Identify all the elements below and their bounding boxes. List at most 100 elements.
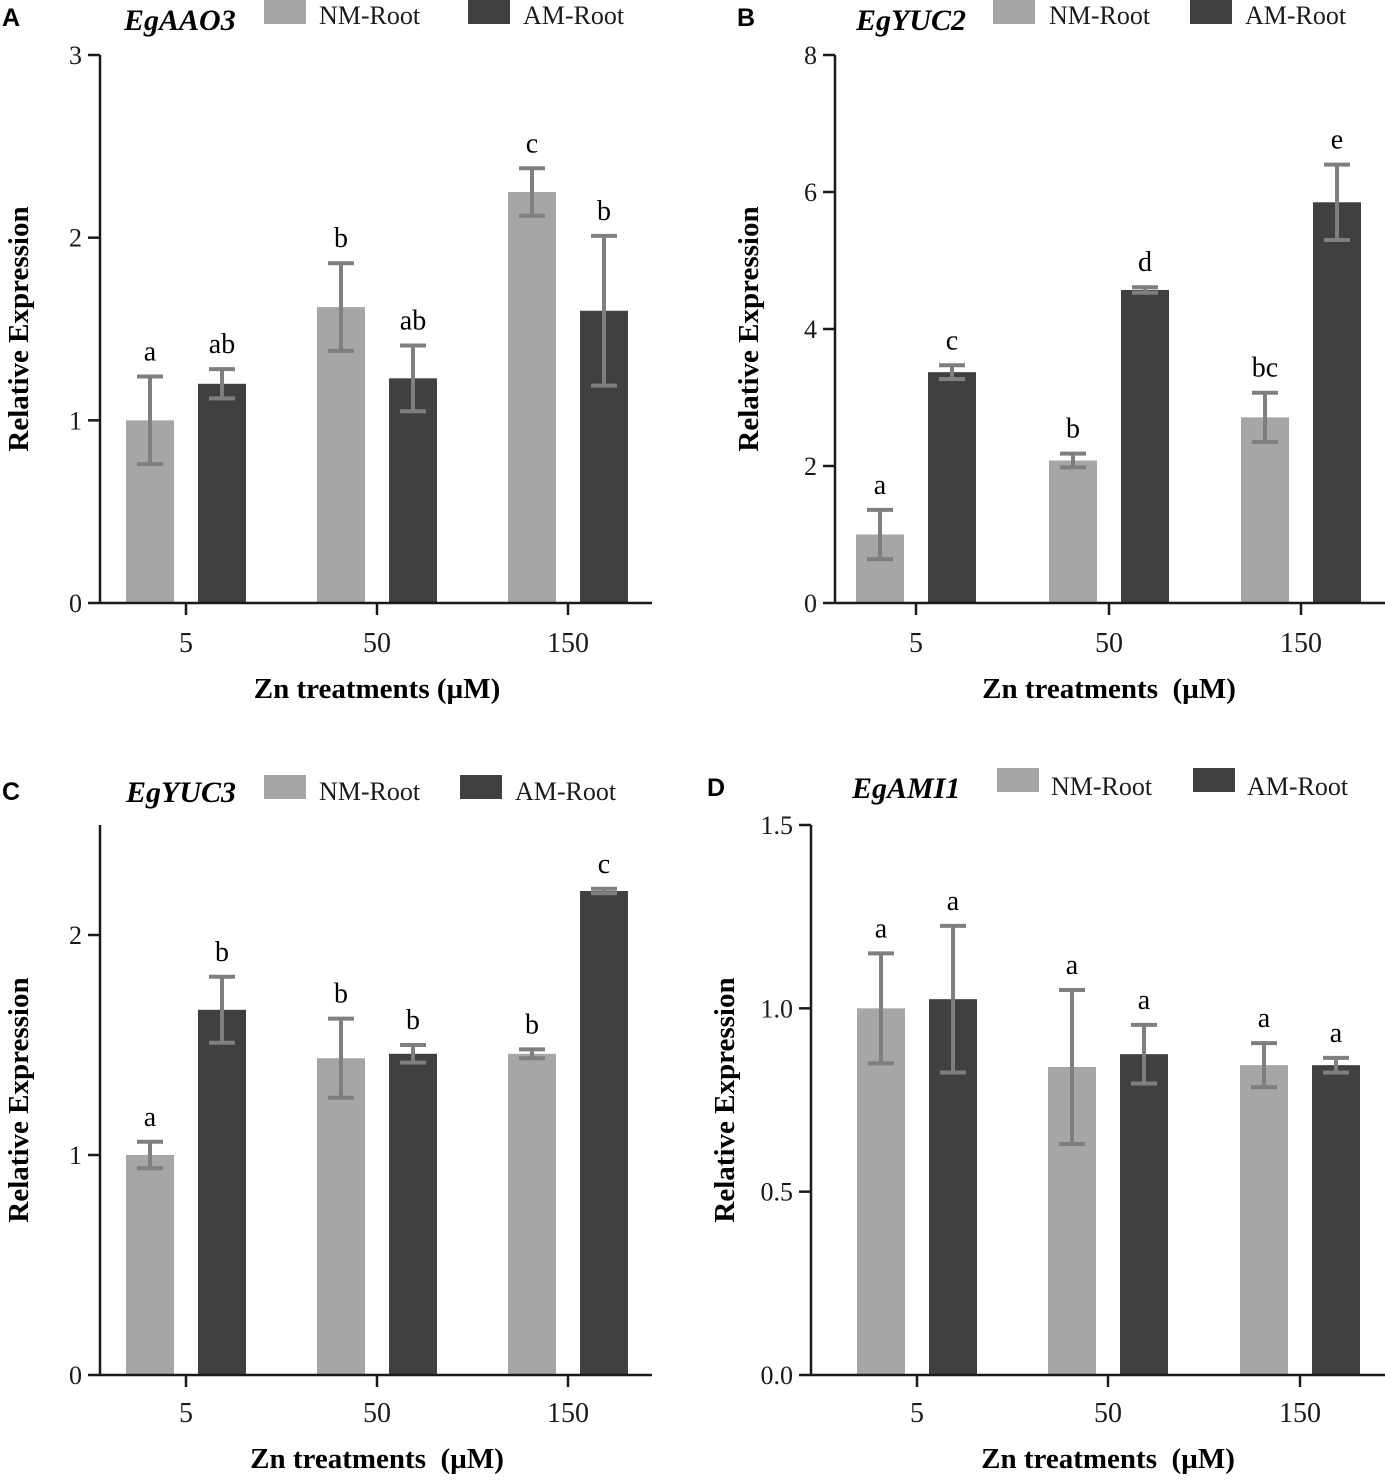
legend-swatch-am [468, 0, 510, 24]
chart-panel-c: C EgYUC3 NM-Root AM-Root a b b b b c 0 1 2 5 50 150 Rela… [2, 775, 652, 1475]
gene-title: EgAAO3 [123, 4, 236, 37]
bar-am-5 [198, 383, 246, 603]
significance-letter: b [334, 979, 348, 1010]
significance-letter: a [1258, 1003, 1271, 1034]
y-tick-label: 1 [69, 1141, 82, 1170]
bar-am-150 [580, 891, 628, 1375]
y-tick-label: 1.0 [761, 994, 794, 1023]
x-tick-label: 5 [909, 628, 923, 659]
panel-letter: B [737, 4, 755, 32]
x-axis-title: Zn treatments (µM) [982, 673, 1236, 705]
significance-letter: b [597, 196, 611, 227]
significance-letter: a [874, 470, 887, 501]
significance-letter: bc [1252, 353, 1278, 384]
significance-letter: b [215, 937, 229, 968]
gene-title: EgYUC2 [855, 4, 966, 37]
bar-nm-50 [317, 1058, 365, 1375]
significance-letter: e [1331, 125, 1343, 156]
legend-label-am: AM-Root [515, 777, 617, 806]
legend-label-nm: NM-Root [1051, 772, 1153, 801]
significance-letter: a [1330, 1018, 1343, 1049]
significance-letter: d [1138, 247, 1152, 278]
x-tick-label: 50 [1094, 1398, 1122, 1429]
panel-letter: D [707, 774, 725, 802]
gene-title: EgAMI1 [851, 772, 960, 805]
legend-swatch-am [460, 775, 502, 799]
y-tick-label: 8 [804, 41, 817, 70]
bar-nm-5 [857, 1008, 905, 1375]
bar-am-50 [1120, 1054, 1168, 1375]
x-axis-title: Zn treatments (µM) [981, 1443, 1235, 1475]
panel-letter: A [2, 4, 20, 32]
bar-am-150 [1312, 1065, 1360, 1375]
significance-letter: a [1138, 985, 1151, 1016]
x-tick-label: 5 [179, 628, 193, 659]
legend-label-am: AM-Root [1245, 1, 1347, 30]
x-tick-label: 5 [910, 1398, 924, 1429]
y-tick-label: 0 [69, 589, 82, 618]
y-tick-label: 4 [804, 315, 817, 344]
y-axis-title: Relative Expression [733, 206, 765, 451]
legend-label-nm: NM-Root [319, 777, 421, 806]
significance-letter: ab [209, 329, 235, 360]
bar-nm-50 [1049, 460, 1097, 603]
gene-title: EgYUC3 [125, 776, 236, 809]
chart-panel-d: D EgAMI1 NM-Root AM-Root a a a a a a 0.0 0.5 1.0 1.5 5… [707, 768, 1385, 1475]
x-tick-label: 50 [363, 1398, 391, 1429]
x-tick-label: 50 [1095, 628, 1123, 659]
significance-letter: b [406, 1005, 420, 1036]
significance-letter: a [144, 1102, 157, 1133]
significance-letter: b [1066, 414, 1080, 445]
y-tick-label: 0.0 [761, 1361, 794, 1390]
y-tick-label: 3 [69, 41, 82, 70]
significance-letter: b [334, 223, 348, 254]
y-tick-label: 0 [69, 1361, 82, 1390]
bar-am-50 [1121, 289, 1169, 603]
legend-label-am: AM-Root [523, 1, 625, 30]
y-tick-label: 1 [69, 406, 82, 435]
x-tick-label: 50 [363, 628, 391, 659]
chart-panel-b: B EgYUC2 NM-Root AM-Root a c b d bc e 0 2 4 6 8 5 50 150 R… [733, 0, 1385, 705]
significance-letter: c [946, 325, 958, 356]
y-tick-label: 0 [804, 589, 817, 618]
bar-nm-150 [508, 192, 556, 603]
significance-letter: a [1066, 950, 1079, 981]
bar-am-5 [198, 1009, 246, 1375]
bar-nm-50 [317, 307, 365, 603]
y-axis-title: Relative Expression [3, 206, 35, 451]
bar-nm-150 [1241, 417, 1289, 603]
panel-letter: C [2, 778, 20, 806]
y-axis-title: Relative Expression [709, 977, 741, 1222]
y-tick-label: 2 [804, 452, 817, 481]
x-tick-label: 150 [1279, 1398, 1321, 1429]
chart-panel-a: A EgAAO3 NM-Root AM-Root a ab b ab c b 0 1 2 3 5 50 150 R… [2, 0, 652, 705]
legend-swatch-nm [264, 775, 306, 799]
bar-am-50 [389, 1053, 437, 1375]
bar-nm-150 [508, 1053, 556, 1375]
bar-nm-5 [126, 1155, 174, 1375]
legend-label-nm: NM-Root [1049, 1, 1151, 30]
y-axis-title: Relative Expression [3, 977, 35, 1222]
legend-label-nm: NM-Root [319, 1, 421, 30]
legend-swatch-am [1193, 768, 1235, 792]
x-tick-label: 150 [547, 1398, 589, 1429]
x-tick-label: 150 [547, 628, 589, 659]
significance-letter: a [144, 336, 157, 367]
y-tick-label: 2 [69, 921, 82, 950]
y-tick-label: 1.5 [761, 811, 794, 840]
legend-swatch-am [1190, 0, 1232, 24]
x-axis-title: Zn treatments (µM) [254, 673, 501, 705]
y-tick-label: 2 [69, 224, 82, 253]
significance-letter: a [947, 886, 960, 917]
bar-am-150 [1313, 202, 1361, 603]
legend-swatch-nm [997, 768, 1039, 792]
y-tick-label: 0.5 [761, 1178, 794, 1207]
x-tick-label: 150 [1280, 628, 1322, 659]
significance-letter: a [875, 913, 888, 944]
bar-am-5 [928, 372, 976, 603]
x-tick-label: 5 [179, 1398, 193, 1429]
legend-label-am: AM-Root [1247, 772, 1349, 801]
significance-letter: b [525, 1009, 539, 1040]
legend-swatch-nm [993, 0, 1035, 24]
